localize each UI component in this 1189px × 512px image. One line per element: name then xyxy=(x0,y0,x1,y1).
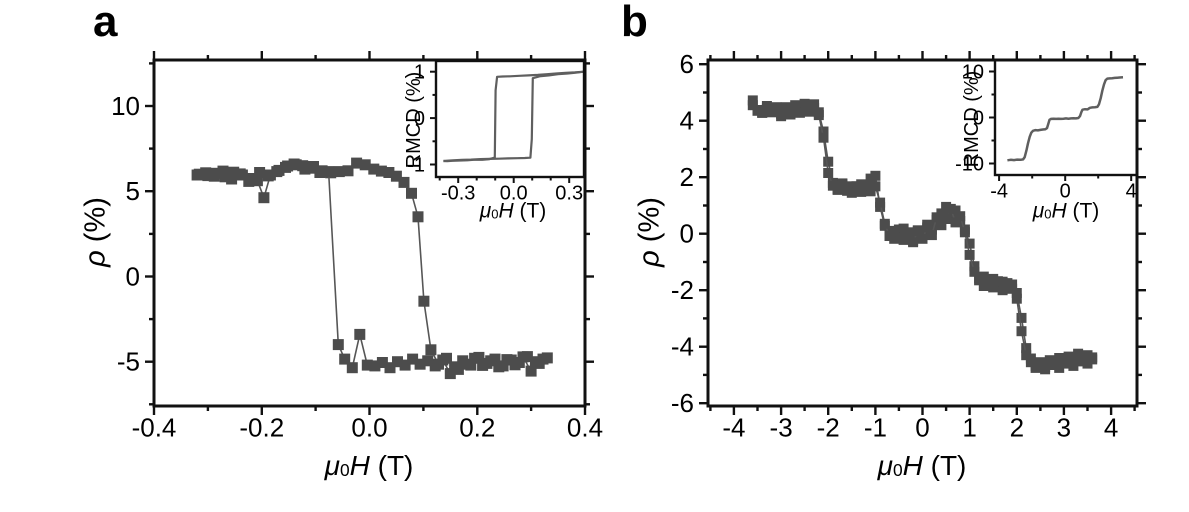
x-tick-label: 0.3 xyxy=(555,182,583,204)
panel-a-main-sweep-up-markers xyxy=(191,157,549,373)
y-tick-label: 0 xyxy=(414,108,425,130)
panel-a-main-sweep-up-line xyxy=(196,162,544,368)
panel-a-inset-x-axis-label: μ0H (T) xyxy=(480,201,547,222)
panel-a-inset-ticks xyxy=(430,70,571,183)
y-tick-label: 1 xyxy=(414,62,425,84)
y-tick-label: 2 xyxy=(680,162,694,192)
panel-a-y-axis-label: ρ (%) xyxy=(79,197,112,267)
x-tick-label: -0.2 xyxy=(239,412,284,442)
field-unit: (T) xyxy=(922,450,967,481)
rho-unit: (%) xyxy=(79,197,112,251)
y-tick-label: -10 xyxy=(955,153,984,175)
y-tick-label: 10 xyxy=(962,61,984,83)
y-tick-label: 0 xyxy=(126,261,140,291)
panel-b-inset-staircase-line xyxy=(1007,76,1124,162)
x-tick-label: 2 xyxy=(1010,412,1024,442)
mu-subscript-zero: 0 xyxy=(892,460,903,481)
y-tick-label: -4 xyxy=(671,332,694,362)
y-tick-label: -1 xyxy=(407,154,425,176)
panel-a-inset-tick-labels: -0.3 0.0 0.3 1 0 -1 xyxy=(407,62,583,205)
panel-b-inset-ticks xyxy=(989,70,1133,181)
mu-symbol: μ xyxy=(324,450,340,481)
y-tick-label: -5 xyxy=(117,347,140,377)
mu-subscript-zero: 0 xyxy=(491,206,499,222)
panel-a-inset-y-axis-label: RMCD (%) xyxy=(403,71,425,169)
panel-b-inset-x-axis-label: μ0H (T) xyxy=(1033,201,1100,222)
x-tick-label: 4 xyxy=(1126,180,1137,202)
panel-b-main-ticks xyxy=(699,51,1146,415)
x-tick-label: 0.0 xyxy=(500,182,528,204)
panel-a-main-sweep-down-markers xyxy=(193,158,553,380)
y-tick-label: -6 xyxy=(671,388,694,418)
rho-unit: (%) xyxy=(633,197,666,251)
x-tick-label: 0.2 xyxy=(459,412,495,442)
panel-b-inset-y-axis-label: RMCD (%) xyxy=(961,70,983,168)
x-tick-label: -4 xyxy=(722,412,745,442)
mu-symbol: μ xyxy=(1032,199,1045,223)
y-tick-label: -2 xyxy=(671,275,694,305)
x-tick-label: 3 xyxy=(1057,412,1071,442)
x-tick-label: 1 xyxy=(962,412,976,442)
panel-a-inset-loop-down-line xyxy=(443,70,585,163)
panel-b-inset: -4 0 4 10 0 -10 xyxy=(955,58,1139,202)
rho-symbol: ρ xyxy=(633,250,666,267)
field-unit: (T) xyxy=(1066,199,1100,223)
panel-b-y-axis-label: ρ (%) xyxy=(633,197,666,267)
panel-a-inset-loop-up-line xyxy=(443,70,585,163)
panel-b-main-sweep-down-markers xyxy=(747,100,1098,375)
y-tick-label: 6 xyxy=(680,49,694,79)
mu-subscript-zero: 0 xyxy=(339,460,350,481)
x-tick-label: -2 xyxy=(817,412,840,442)
panel-a-main-sweep-down-line xyxy=(199,163,548,375)
h-symbol: H xyxy=(498,199,514,223)
h-symbol: H xyxy=(1051,199,1067,223)
y-tick-label: 5 xyxy=(126,176,140,206)
panel-a-main-tick-labels: -0.4 -0.2 0.0 0.2 0.4 10 5 0 -5 xyxy=(111,91,603,442)
y-tick-label: 10 xyxy=(111,91,140,121)
x-tick-label: 0 xyxy=(915,412,929,442)
y-tick-label: 4 xyxy=(680,106,694,136)
x-tick-label: -4 xyxy=(990,180,1008,202)
field-unit: (T) xyxy=(513,199,547,223)
panel-b-letter: b xyxy=(621,0,648,46)
x-tick-label: 4 xyxy=(1104,412,1118,442)
mu-symbol: μ xyxy=(479,199,492,223)
mu-symbol: μ xyxy=(877,450,893,481)
h-symbol: H xyxy=(349,450,370,481)
x-tick-label: 0 xyxy=(1060,180,1071,202)
x-tick-label: -0.3 xyxy=(441,182,475,204)
mu-subscript-zero: 0 xyxy=(1044,206,1052,222)
x-tick-label: -3 xyxy=(770,412,793,442)
rho-symbol: ρ xyxy=(79,250,112,267)
x-tick-label: -0.4 xyxy=(132,412,177,442)
x-tick-label: -1 xyxy=(864,412,887,442)
field-unit: (T) xyxy=(369,450,414,481)
panel-b-x-axis-label: μ0H (T) xyxy=(878,452,967,480)
panel-a-inset: -0.3 0.0 0.3 1 0 -1 xyxy=(407,59,586,205)
panel-b-inset-tick-labels: -4 0 4 10 0 -10 xyxy=(955,61,1137,202)
y-tick-label: 0 xyxy=(973,107,984,129)
y-tick-label: 0 xyxy=(680,219,694,249)
x-tick-label: 0.0 xyxy=(351,412,387,442)
x-tick-label: 0.4 xyxy=(567,412,603,442)
h-symbol: H xyxy=(902,450,923,481)
panel-a-x-axis-label: μ0H (T) xyxy=(325,452,414,480)
panel-a-letter: a xyxy=(93,0,118,46)
panel-a-main-ticks xyxy=(145,51,594,415)
